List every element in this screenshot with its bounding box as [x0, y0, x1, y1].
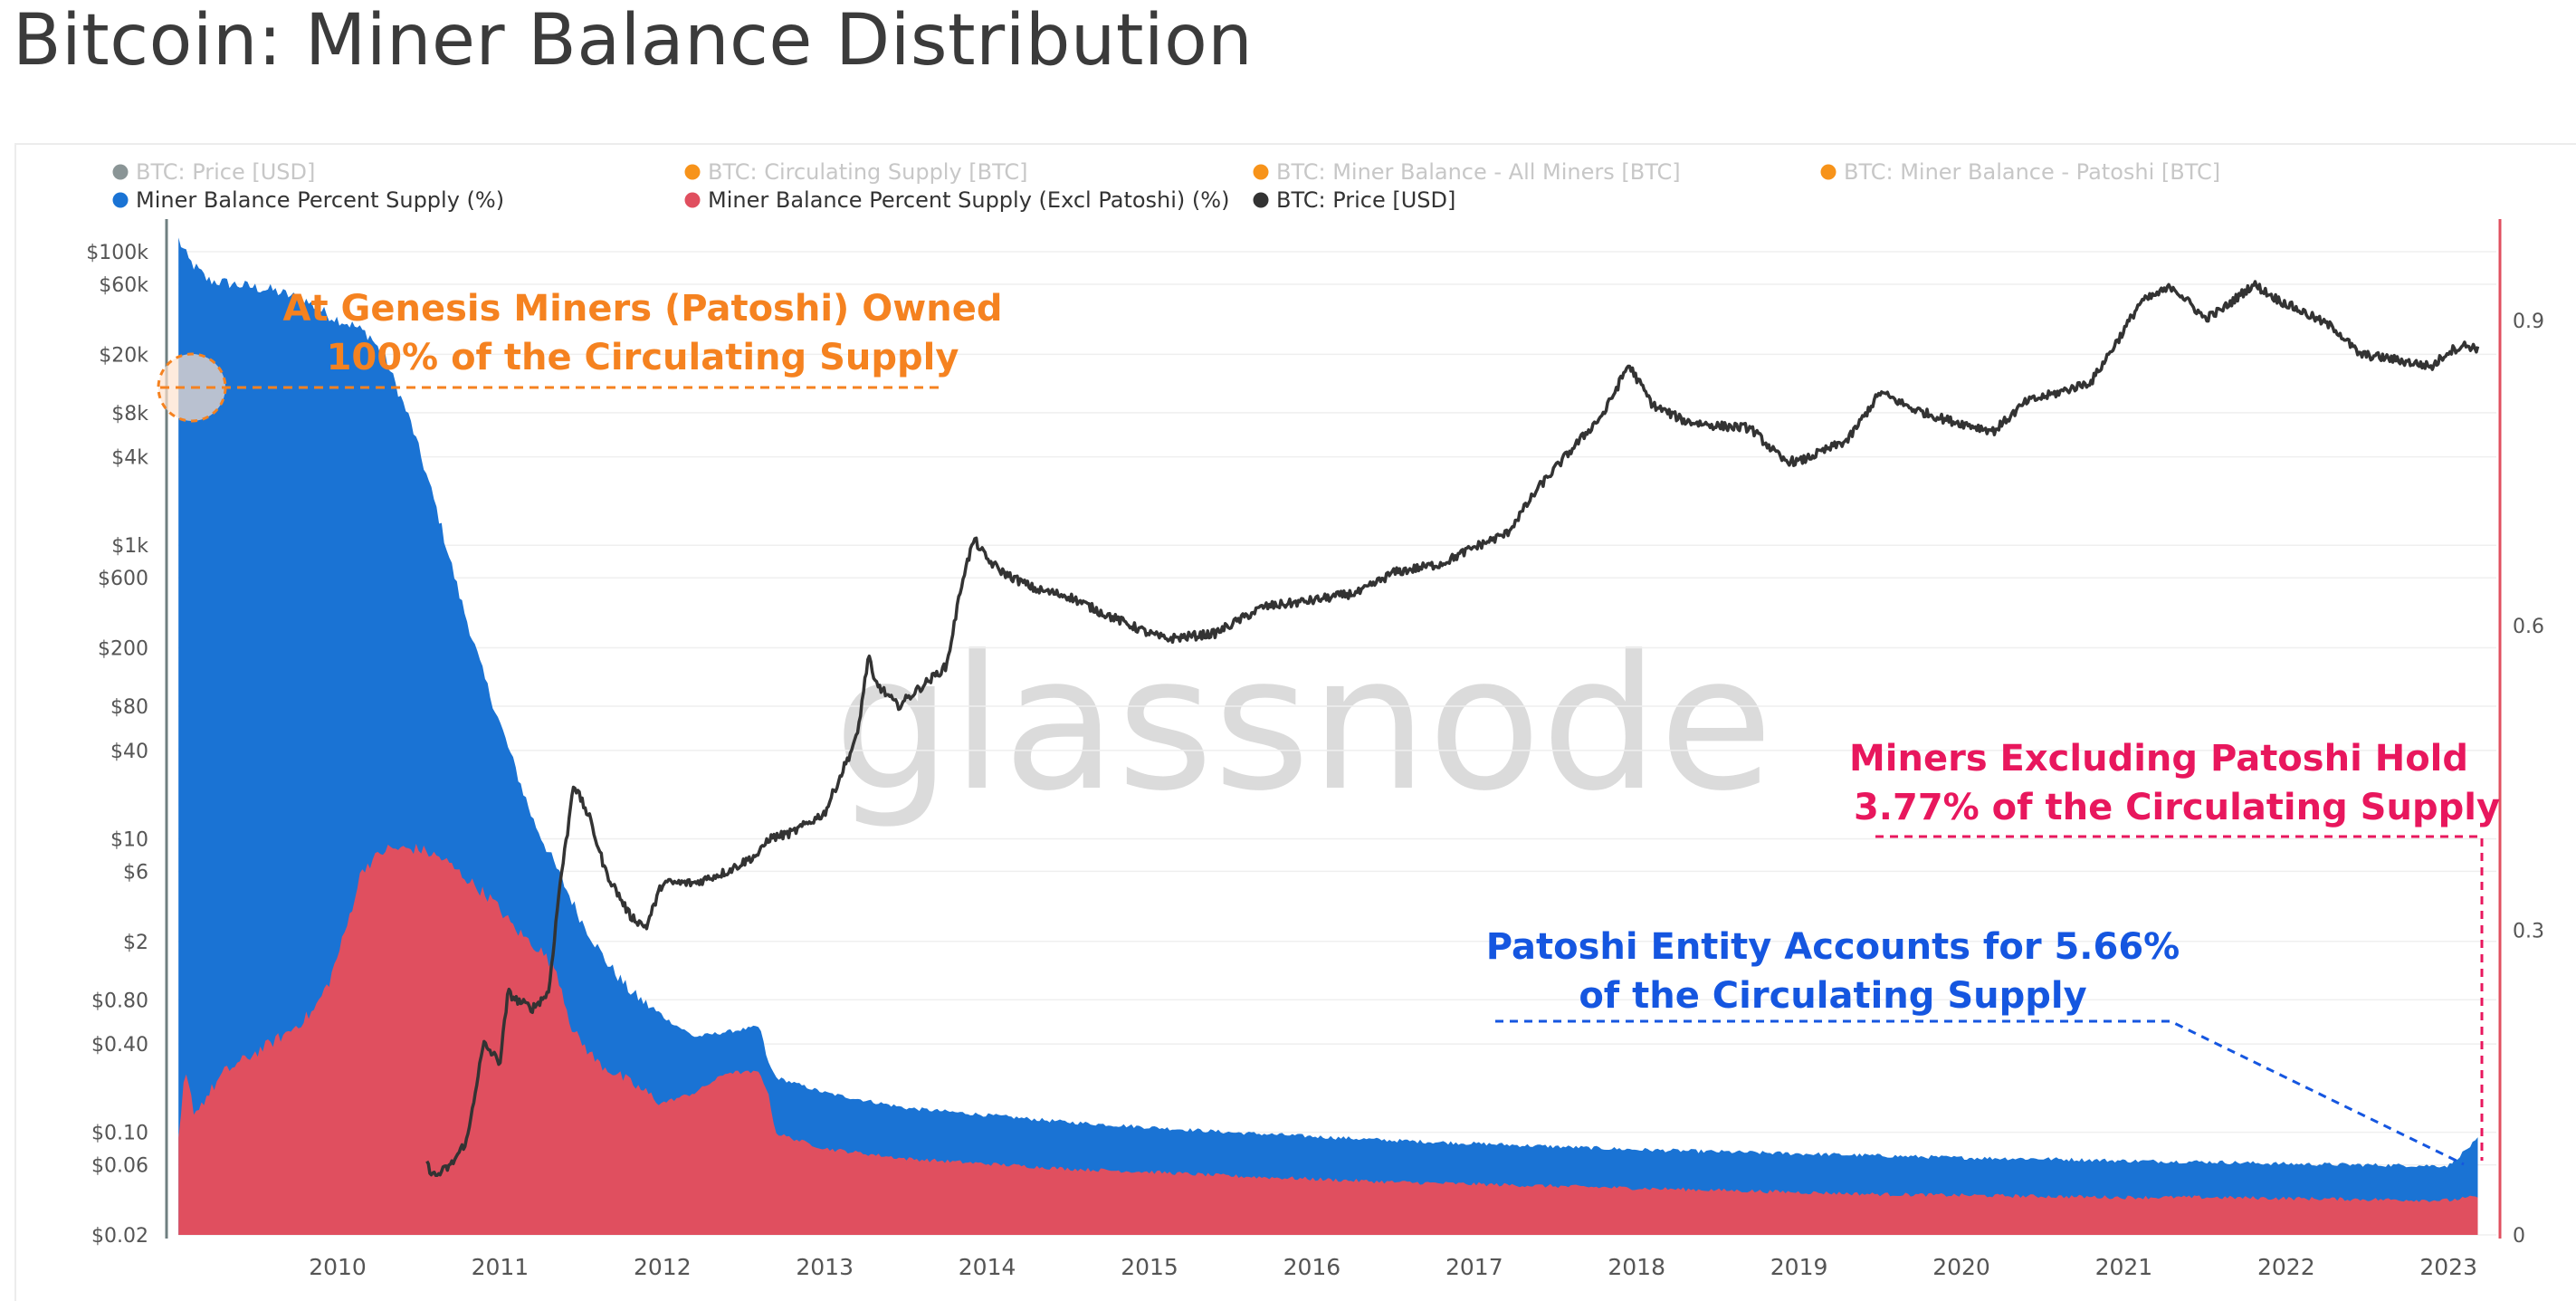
page-title: Bitcoin: Miner Balance Distribution: [13, 0, 1254, 81]
patoshi-annotation-line1: Patoshi Entity Accounts for 5.66%: [1486, 926, 2180, 968]
patoshi-annotation-line2: of the Circulating Supply: [1579, 975, 2086, 1017]
x-tick-label: 2010: [309, 1254, 367, 1280]
y-left-tick-label: $1k: [111, 535, 148, 558]
x-tick-label: 2021: [2095, 1254, 2153, 1280]
y-left-tick-label: $60k: [99, 274, 148, 297]
legend-dot-icon: [684, 164, 701, 180]
x-tick-label: 2019: [1770, 1254, 1828, 1280]
legend-label: BTC: Circulating Supply [BTC]: [708, 159, 1028, 185]
legend-label: BTC: Miner Balance - Patoshi [BTC]: [1844, 159, 2220, 185]
x-tick-label: 2020: [1932, 1254, 1990, 1280]
y-left-tick-label: $100k: [86, 242, 148, 264]
x-tick-label: 2013: [796, 1254, 854, 1280]
y-left-tick-label: $20k: [99, 344, 148, 367]
legend-label: BTC: Miner Balance - All Miners [BTC]: [1276, 159, 1681, 185]
watermark: glassnode: [834, 617, 1773, 832]
y-right-tick-label: 0.3: [2513, 920, 2544, 942]
y-left-tick-label: $0.06: [91, 1155, 148, 1178]
legend-label: Miner Balance Percent Supply (Excl Patos…: [708, 187, 1229, 213]
x-tick-label: 2018: [1608, 1254, 1665, 1280]
y-left-tick-label: $6: [123, 861, 148, 884]
legend-dot-icon: [112, 164, 129, 180]
chart-frame: [14, 143, 2576, 1301]
y-right-tick-label: 0: [2513, 1225, 2525, 1248]
legend-dot-icon: [1820, 164, 1837, 180]
patoshi-leader-line: [1495, 1019, 2465, 1166]
y-left-tick-label: $0.10: [91, 1123, 148, 1145]
legend-dot-icon: [684, 192, 701, 208]
legend-item[interactable]: BTC: Miner Balance - Patoshi [BTC]: [1820, 159, 2221, 185]
btc-price-line: [425, 280, 2480, 1178]
excl-patoshi-annotation-line1: Miners Excluding Patoshi Hold: [1849, 738, 2468, 780]
legend-item[interactable]: BTC: Circulating Supply [BTC]: [684, 159, 1028, 185]
x-tick-label: 2014: [959, 1254, 1016, 1280]
legend-dot-icon: [1253, 192, 1269, 208]
x-tick-label: 2011: [472, 1254, 530, 1280]
legend[interactable]: BTC: Price [USD] BTC: Circulating Supply …: [112, 159, 2221, 213]
area-layer: [178, 237, 2478, 1235]
legend-item[interactable]: Miner Balance Percent Supply (%): [112, 187, 505, 213]
y-left-tick-label: $0.02: [91, 1225, 148, 1248]
y-right-tick-label: 0.6: [2513, 616, 2544, 638]
y-left-tick-label: $200: [98, 638, 148, 661]
genesis-annotation-line1: At Genesis Miners (Patoshi) Owned: [283, 288, 1003, 330]
legend-item[interactable]: BTC: Price [USD]: [112, 159, 316, 185]
legend-item[interactable]: BTC: Miner Balance - All Miners [BTC]: [1253, 159, 1681, 185]
annotation-layer: At Genesis Miners (Patoshi) Owned 100% o…: [157, 288, 2500, 1166]
y-left-tick-label: $2: [123, 932, 148, 954]
y-left-tick-label: $40: [110, 741, 148, 763]
x-tick-label: 2012: [634, 1254, 692, 1280]
legend-item[interactable]: Miner Balance Percent Supply (Excl Patos…: [684, 187, 1230, 213]
x-tick-label: 2022: [2257, 1254, 2315, 1280]
legend-label: BTC: Price [USD]: [136, 159, 315, 185]
y-left-tick-label: $0.80: [91, 990, 148, 1012]
y-right-tick-label: 0.9: [2513, 311, 2544, 333]
y-left-tick-label: $4k: [111, 447, 148, 470]
y-left-tick-label: $10: [110, 828, 148, 851]
miner-balance-excl-patoshi-area: [178, 843, 2478, 1235]
x-tick-label: 2017: [1445, 1254, 1503, 1280]
grid: [178, 251, 2496, 1236]
x-tick-label: 2015: [1121, 1254, 1178, 1280]
y-left-tick-label: $600: [98, 568, 148, 590]
price-layer: [425, 280, 2480, 1178]
excl-patoshi-annotation-line2: 3.77% of the Circulating Supply: [1854, 787, 2500, 828]
legend-dot-icon: [1253, 164, 1269, 180]
genesis-annotation-line2: 100% of the Circulating Supply: [327, 337, 959, 378]
legend-label: Miner Balance Percent Supply (%): [136, 187, 504, 213]
legend-item[interactable]: BTC: Price [USD]: [1253, 187, 1456, 213]
x-tick-label: 2016: [1283, 1254, 1341, 1280]
y-left-tick-label: $0.40: [91, 1034, 148, 1057]
y-left-tick-label: $80: [110, 696, 148, 719]
legend-label: BTC: Price [USD]: [1276, 187, 1455, 213]
x-tick-label: 2023: [2419, 1254, 2477, 1280]
y-left-tick-label: $8k: [111, 403, 148, 426]
legend-dot-icon: [112, 192, 129, 208]
